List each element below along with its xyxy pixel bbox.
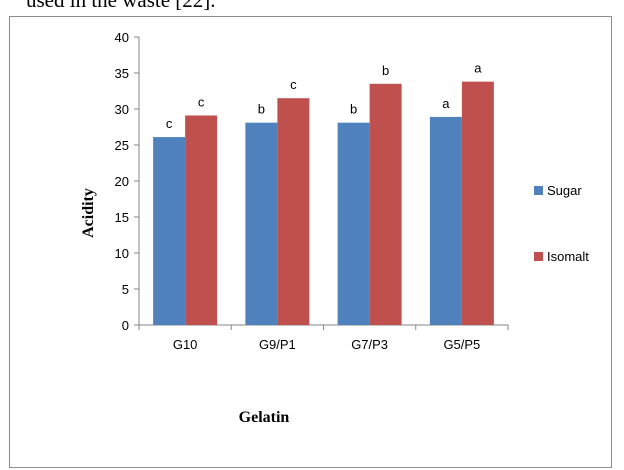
- x-tick-label: G7/P3: [351, 337, 388, 352]
- bars-group: [153, 81, 494, 326]
- bar-isomalt-g9-p1: [277, 98, 310, 325]
- legend-label-isomalt: Isomalt: [547, 249, 589, 264]
- y-tick-label: 5: [122, 282, 129, 297]
- x-tick-label: G10: [173, 337, 198, 352]
- bar-letter-label: c: [166, 116, 173, 131]
- legend: Sugar Isomalt: [534, 183, 589, 264]
- bar-isomalt-g5-p5: [461, 81, 494, 325]
- x-tick-label: G5/P5: [443, 337, 480, 352]
- y-axis-title: Acidity: [80, 188, 97, 238]
- bar-sugar-g10: [153, 137, 186, 325]
- bar-isomalt-g7-p3: [369, 83, 402, 325]
- x-tick-label: G9/P1: [259, 337, 296, 352]
- bar-letter-label: a: [474, 61, 482, 76]
- y-tick-label: 0: [122, 318, 129, 333]
- y-tick-label: 25: [115, 138, 129, 153]
- bar-sugar-g5-p5: [429, 116, 462, 325]
- bar-letter-label: b: [258, 102, 265, 117]
- legend-label-sugar: Sugar: [547, 183, 582, 198]
- y-axis: 0 5 10 15 20 25 30 35 40: [115, 30, 140, 333]
- y-tick-label: 30: [115, 102, 129, 117]
- bar-letter-label: c: [198, 94, 205, 109]
- bar-labels-group: c c b c b b a a: [166, 61, 482, 131]
- bar-sugar-g9-p1: [245, 122, 278, 326]
- x-axis: G10 G9/P1 G7/P3 G5/P5: [138, 324, 509, 352]
- y-tick-label: 20: [115, 174, 129, 189]
- y-tick-label: 15: [115, 210, 129, 225]
- x-axis-title: Gelatin: [239, 409, 290, 426]
- document-text-above: used in the waste [22].: [26, 0, 216, 12]
- bar-letter-label: b: [350, 102, 357, 117]
- legend-swatch-sugar: [534, 186, 543, 195]
- bar-sugar-g7-p3: [337, 122, 370, 326]
- legend-swatch-isomalt: [534, 252, 543, 261]
- bar-letter-label: a: [442, 96, 450, 111]
- bar-letter-label: b: [382, 63, 389, 78]
- y-tick-label: 40: [115, 30, 129, 45]
- bar-isomalt-g10: [185, 115, 218, 325]
- y-tick-label: 35: [115, 66, 129, 81]
- y-tick-label: 10: [115, 246, 129, 261]
- bar-letter-label: c: [290, 77, 297, 92]
